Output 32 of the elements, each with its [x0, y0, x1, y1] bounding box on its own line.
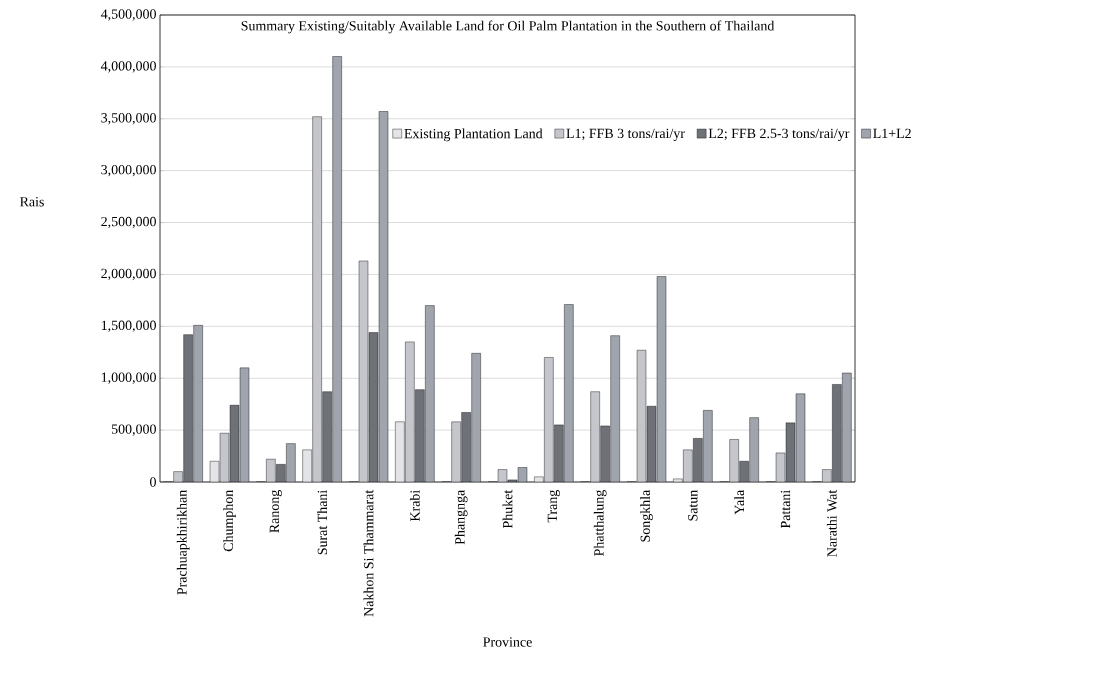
- legend-label: Existing Plantation Land: [404, 128, 543, 142]
- y-tick-label: 3,000,000: [101, 164, 156, 177]
- y-tick-label: 500,000: [111, 424, 156, 436]
- x-tick-label: Pattani: [780, 490, 791, 529]
- x-tick-label: Phangnga: [454, 489, 468, 545]
- y-tick-label: 3,500,000: [101, 113, 156, 125]
- x-tick-label: Satun: [688, 489, 698, 521]
- x-tick-label: Songkhla: [640, 489, 653, 542]
- x-tick-label: Phuket: [502, 489, 513, 529]
- y-tick-label: 2,500,000: [101, 216, 156, 229]
- x-tick-label: Prachuapkhirikhan: [176, 489, 190, 595]
- x-tick-label: Yala: [734, 489, 745, 515]
- y-tick-label: 4,500,000: [100, 9, 156, 21]
- legend-label: L2; FFB 2.5-3 tons/rai/yr: [708, 128, 850, 141]
- x-tick-label: Ranong: [269, 490, 282, 533]
- x-tick-label: Krabi: [409, 490, 420, 522]
- y-tick-label: 4,000,000: [100, 61, 156, 73]
- x-axis-title: Province: [483, 637, 532, 647]
- x-tick-label: Phatthalung: [593, 490, 607, 556]
- legend-label: L1+L2: [873, 128, 911, 138]
- x-tick-label: Nakhon Si Thammarat: [363, 489, 374, 617]
- y-tick-label: 2,000,000: [101, 268, 156, 281]
- chart-title: Summary Existing/Suitably Available Land for Oil Palm Plantation in the Southern of Thailand: [241, 20, 775, 34]
- y-axis-title: Rais: [20, 197, 44, 207]
- x-tick-label: Trang: [547, 490, 560, 523]
- legend-label: L1; FFB 3 tons/rai/yr: [566, 128, 685, 141]
- y-tick-label: 1,000,000: [101, 372, 156, 384]
- x-tick-label: Chumphon: [223, 489, 236, 552]
- x-tick-label: Surat Thani: [317, 490, 328, 555]
- x-tick-label: Narathi Wat: [826, 489, 837, 557]
- y-tick-label: 1,500,000: [101, 320, 156, 333]
- y-tick-label: 0: [150, 477, 156, 487]
